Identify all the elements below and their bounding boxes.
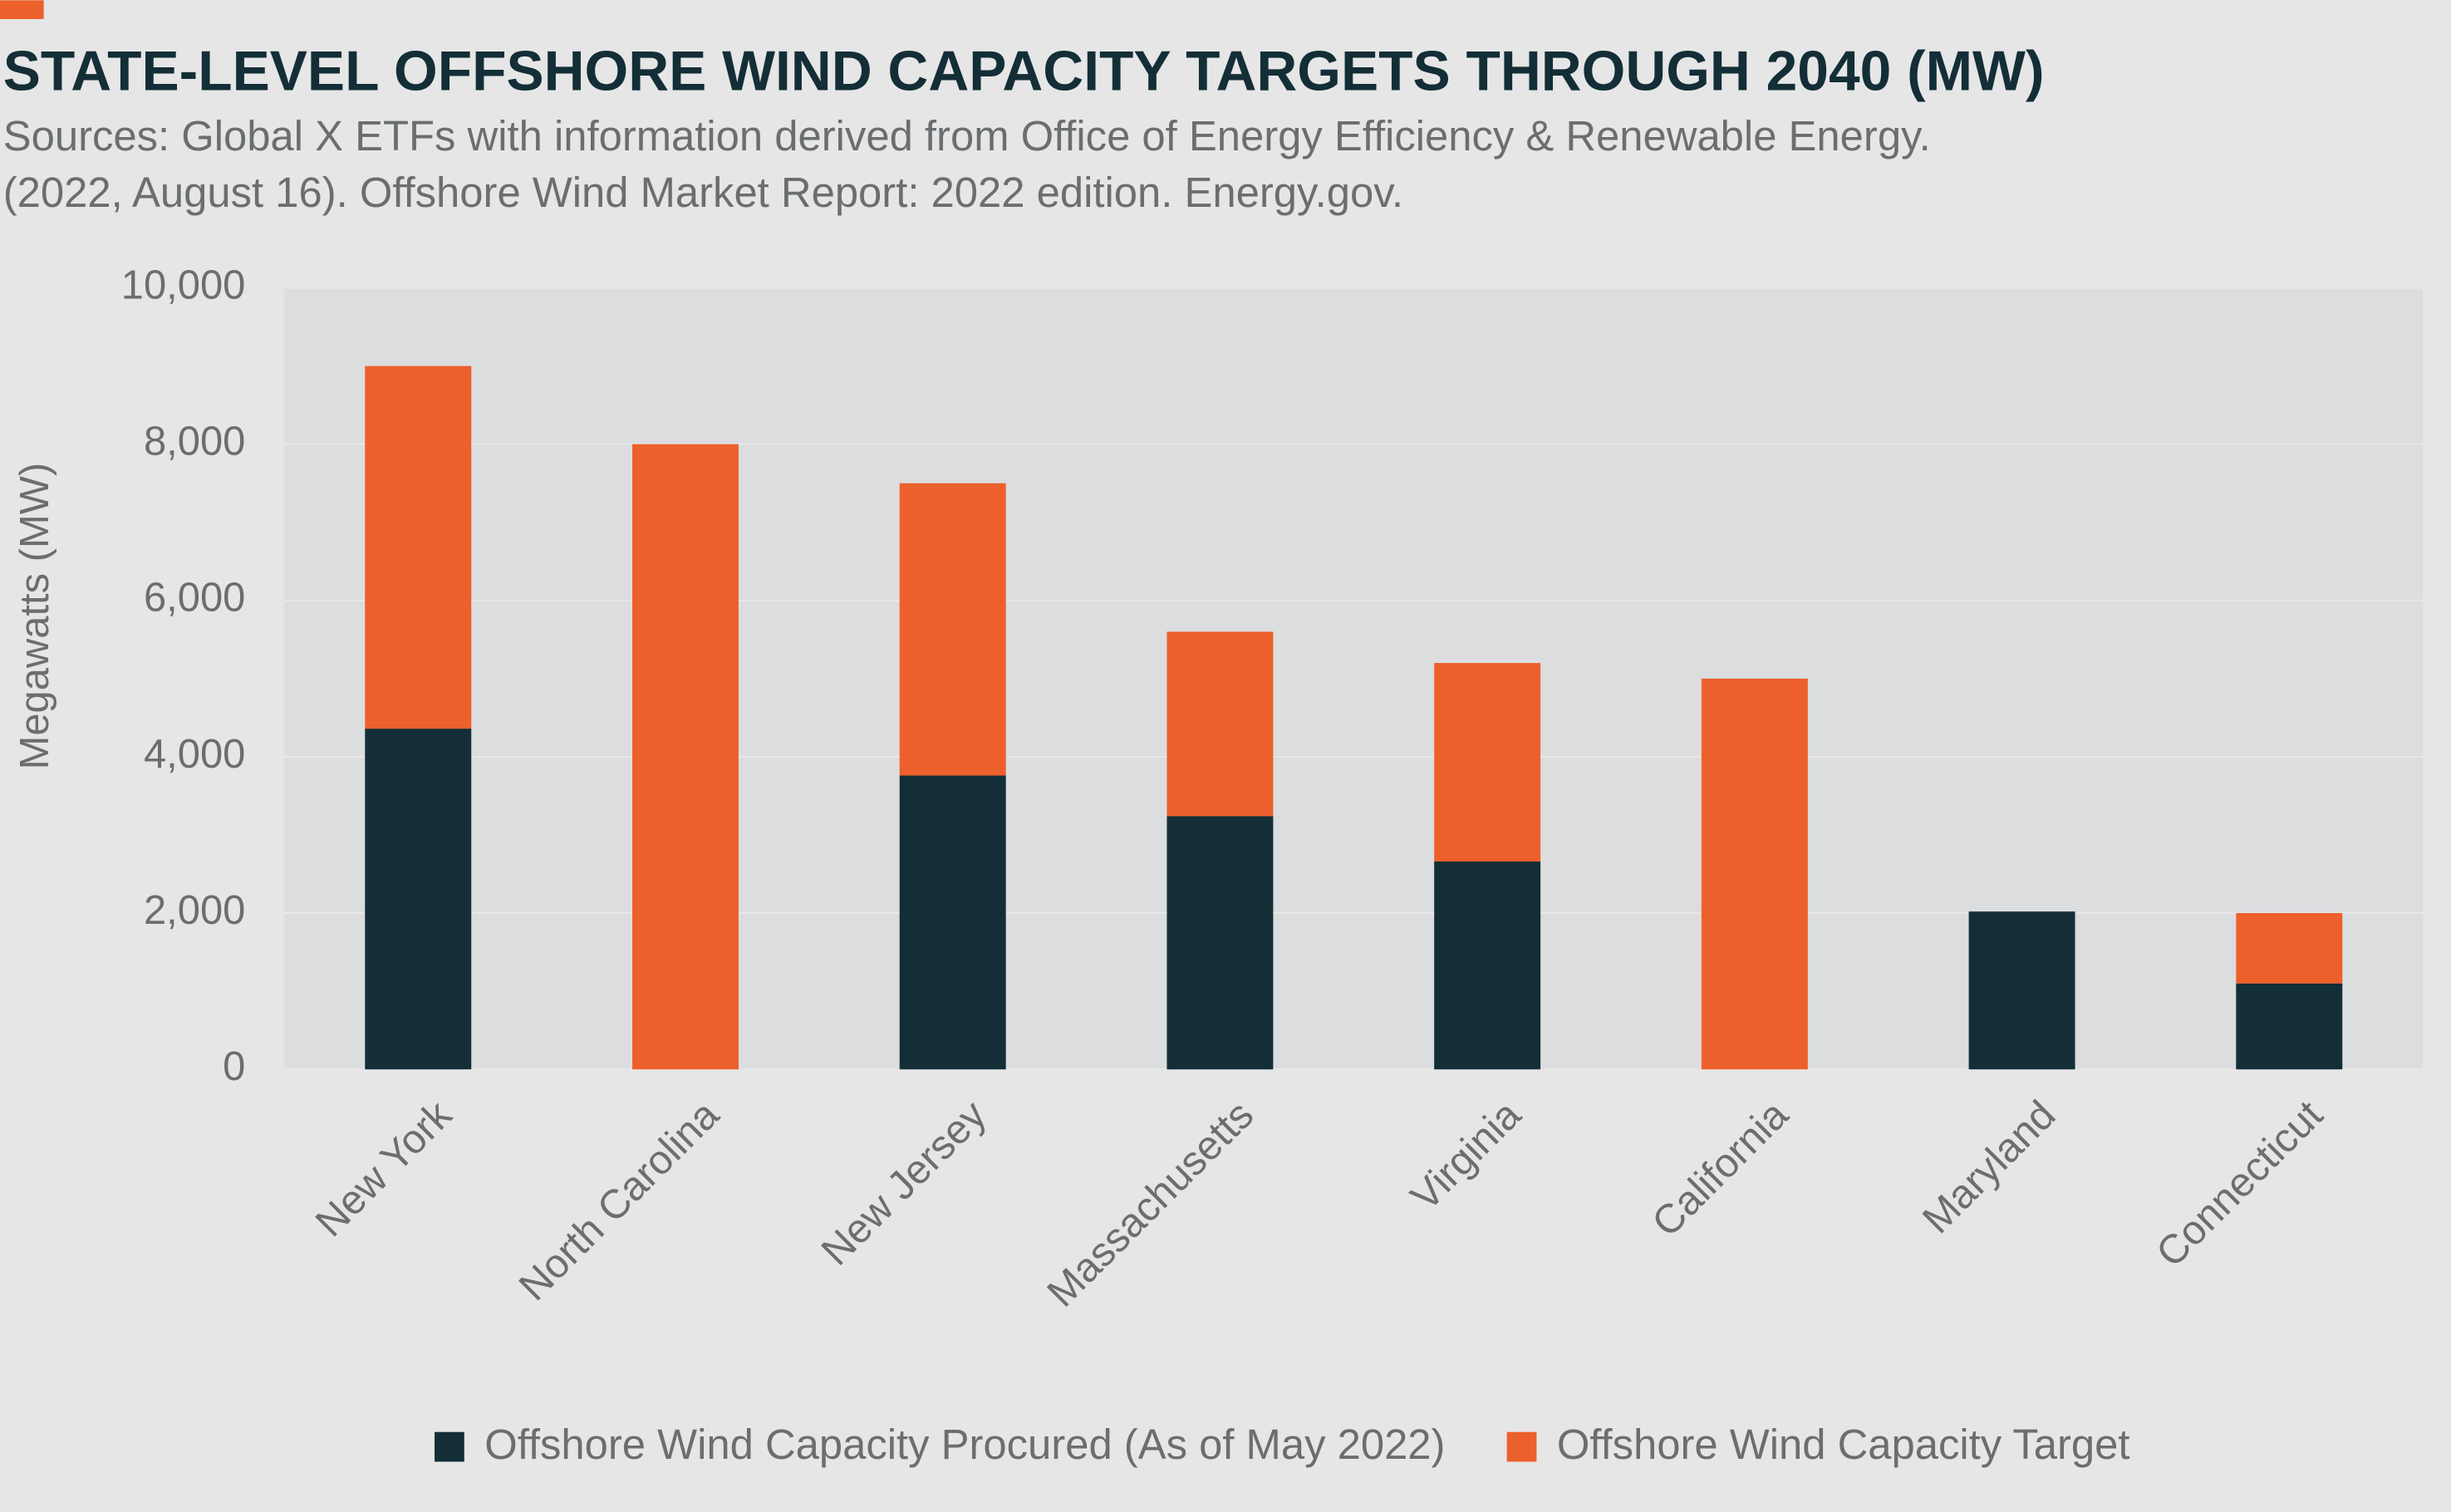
bar-segment [1167,631,1274,817]
bar-segment [1434,861,1541,1070]
bar-segment [1167,816,1274,1070]
bar-segment [365,729,472,1070]
bar-segment [2236,913,2343,984]
bar-segment [365,366,472,729]
legend-swatch [435,1431,464,1462]
y-tick-label: 8,000 [144,420,245,464]
bar-segment [1701,678,1808,1070]
legend-label: Offshore Wind Capacity Procured (As of M… [484,1421,1445,1468]
y-tick-label: 0 [223,1044,245,1089]
y-tick-label: 2,000 [144,888,245,933]
legend-label: Offshore Wind Capacity Target [1557,1421,2130,1468]
bar-segment [1434,663,1541,862]
y-tick-label: 10,000 [121,263,246,307]
chart-subtitle: (2022, August 16). Offshore Wind Market … [3,169,1403,216]
chart-title: STATE-LEVEL OFFSHORE WIND CAPACITY TARGE… [3,41,2045,103]
bar-segment [899,483,1006,776]
bar-segment [1968,911,2075,1070]
legend-swatch [1506,1431,1537,1462]
bar-segment [632,444,739,1070]
y-axis-label: Megawatts (MW) [12,463,57,770]
accent-mark [0,0,44,19]
bar-segment [2236,983,2343,1070]
y-tick-label: 6,000 [144,576,245,621]
bar-segment [899,775,1006,1070]
y-tick-label: 4,000 [144,732,245,777]
chart-subtitle: Sources: Global X ETFs with information … [3,112,1931,160]
plot-area [284,287,2424,1070]
